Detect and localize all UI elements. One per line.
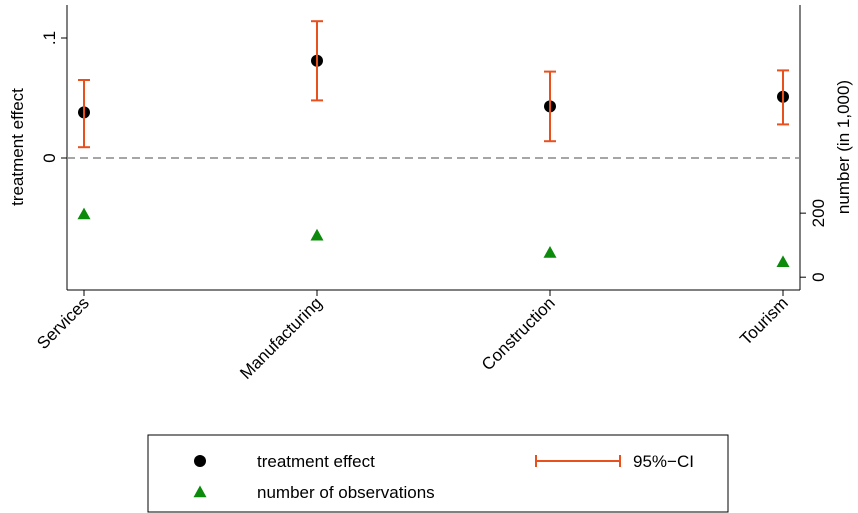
y-axis-title: treatment effect bbox=[8, 88, 27, 206]
x-tick-label: Manufacturing bbox=[236, 293, 326, 383]
triangle-marker bbox=[776, 255, 790, 268]
triangle-marker bbox=[310, 228, 324, 241]
legend-swatch bbox=[194, 455, 206, 467]
x-tick-label: Tourism bbox=[736, 293, 792, 349]
triangle-marker bbox=[543, 246, 557, 258]
legend-label: treatment effect bbox=[257, 452, 375, 471]
y-tick-label: 0 bbox=[40, 153, 59, 162]
x-tick-label: Construction bbox=[478, 293, 559, 374]
triangle-marker bbox=[77, 207, 91, 220]
legend-label: 95%−CI bbox=[633, 452, 694, 471]
legend-label: number of observations bbox=[257, 483, 435, 502]
y-tick-label: .1 bbox=[40, 31, 59, 45]
y2-tick-label: 200 bbox=[809, 199, 828, 227]
y2-tick-label: 0 bbox=[809, 272, 828, 281]
legend bbox=[147, 434, 729, 513]
y2-axis-title: number (in 1,000) bbox=[834, 80, 853, 214]
plot-area bbox=[67, 5, 800, 290]
legend-swatch bbox=[193, 485, 207, 498]
x-tick-label: Services bbox=[33, 293, 93, 353]
